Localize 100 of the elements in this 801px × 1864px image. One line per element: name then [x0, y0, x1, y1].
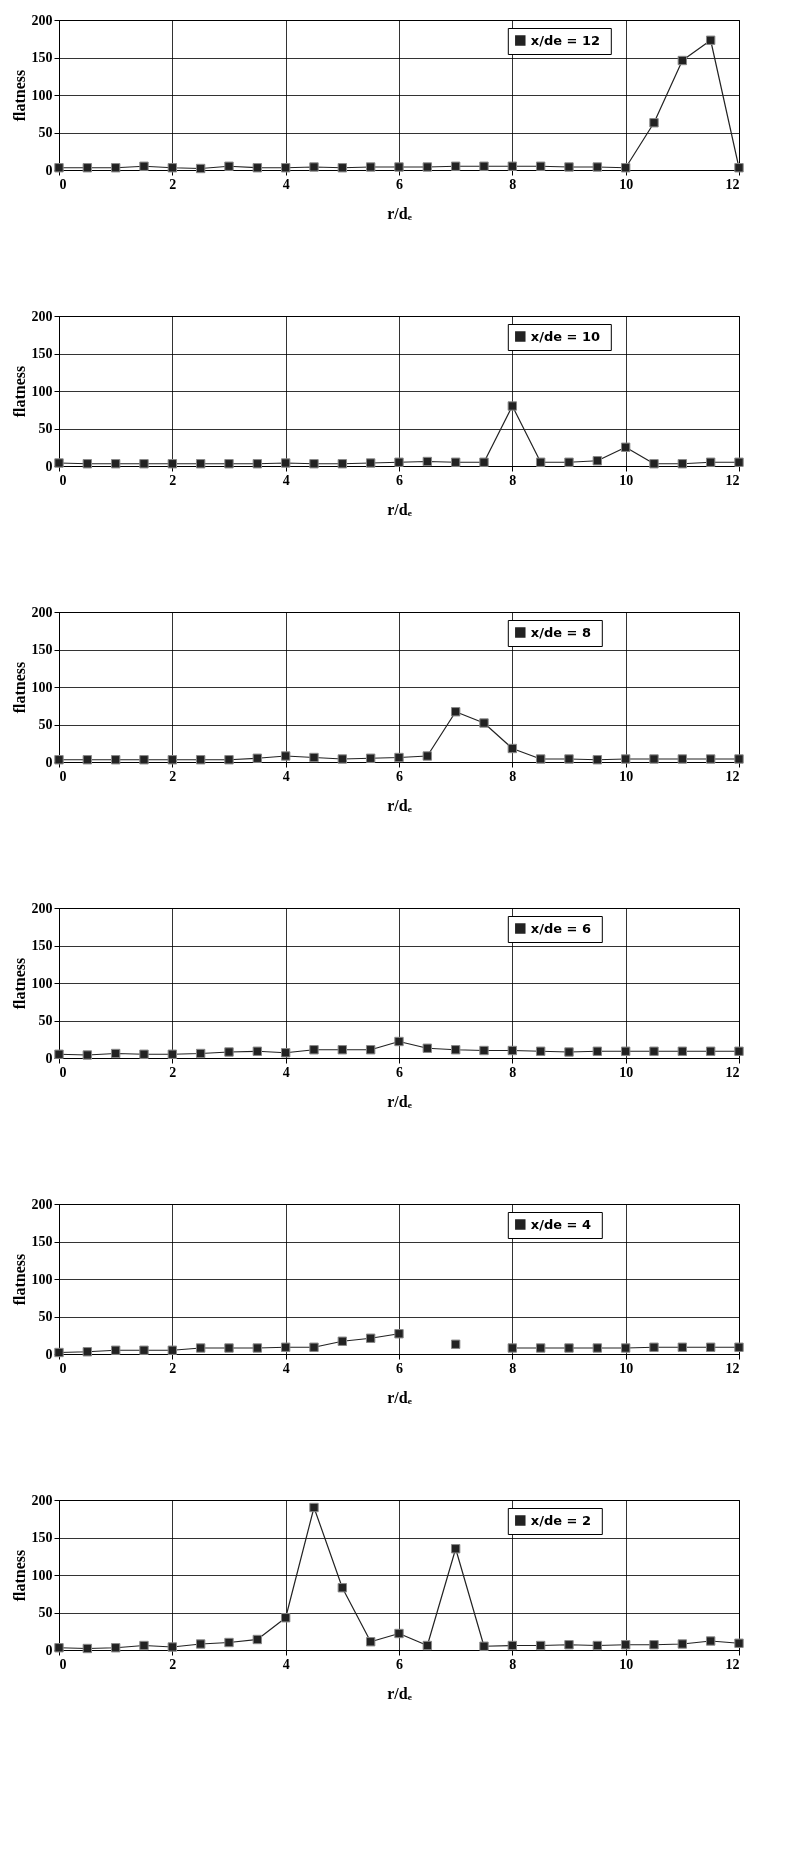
- point: [592, 1640, 603, 1651]
- x-tick-label: 12: [725, 1360, 740, 1376]
- point: [337, 163, 348, 173]
- x-tick-label: 8: [509, 1064, 517, 1080]
- x-axis-title: r/dₑ: [387, 1388, 412, 1406]
- y-tick-label: 50: [38, 125, 53, 140]
- point: [535, 457, 546, 467]
- point: [252, 1634, 263, 1645]
- point: [365, 753, 376, 763]
- point: [507, 161, 518, 171]
- y-tick-label: 100: [31, 1271, 53, 1287]
- point: [82, 1347, 93, 1357]
- y-tick-label: 150: [31, 642, 53, 657]
- y-tick-label: 50: [38, 1013, 53, 1028]
- point: [564, 1047, 574, 1057]
- x-axis-title: r/dₑ: [387, 500, 412, 518]
- point: [479, 1641, 489, 1651]
- x-tick-label: 4: [282, 1360, 290, 1376]
- point: [252, 163, 263, 173]
- point: [620, 1046, 631, 1056]
- y-tick-label: 50: [38, 1309, 53, 1324]
- point: [252, 1343, 263, 1353]
- point: [705, 35, 716, 45]
- point: [564, 1343, 574, 1353]
- x-tick-label: 12: [725, 1064, 740, 1080]
- point: [54, 458, 64, 468]
- y-axis-title: flatness: [10, 1549, 28, 1602]
- x-tick-label: 10: [619, 1656, 634, 1672]
- point: [535, 1046, 546, 1056]
- point: [54, 1347, 64, 1358]
- point: [309, 459, 319, 469]
- point: [365, 162, 376, 172]
- point: [394, 752, 404, 763]
- x-tick-label: 0: [59, 768, 67, 784]
- point: [280, 1048, 291, 1058]
- point: [620, 1640, 631, 1650]
- point: [224, 1343, 234, 1353]
- point: [564, 1640, 574, 1650]
- point: [224, 1047, 234, 1057]
- x-tick-label: 0: [59, 176, 67, 192]
- point: [479, 457, 489, 467]
- point: [309, 752, 319, 763]
- point: [195, 1048, 206, 1059]
- point: [110, 163, 121, 173]
- point: [507, 1640, 518, 1651]
- point: [167, 1642, 178, 1652]
- y-axis-title: flatness: [10, 69, 28, 122]
- point: [139, 161, 149, 171]
- legend-label: x/de = 2: [530, 1512, 592, 1528]
- point: [705, 457, 716, 467]
- point: [139, 459, 149, 469]
- point: [649, 118, 659, 128]
- point: [734, 1342, 744, 1352]
- point: [167, 459, 178, 469]
- point: [167, 1345, 178, 1355]
- x-tick-label: 10: [619, 176, 634, 192]
- point: [365, 1333, 376, 1343]
- point: [82, 459, 93, 469]
- point: [110, 755, 121, 765]
- point: [422, 162, 433, 172]
- point: [450, 1045, 461, 1055]
- x-tick-label: 0: [59, 1656, 67, 1672]
- point: [195, 755, 206, 765]
- legend-label: x/de = 8: [530, 624, 592, 640]
- point: [394, 162, 404, 172]
- point: [195, 163, 206, 174]
- point: [620, 754, 631, 764]
- point: [280, 751, 291, 761]
- point: [422, 751, 433, 761]
- point: [620, 442, 631, 452]
- point: [450, 1339, 461, 1349]
- point: [535, 1640, 546, 1651]
- x-tick-label: 2: [169, 1064, 177, 1080]
- y-tick-label: 200: [31, 900, 53, 916]
- point: [280, 1613, 291, 1623]
- point: [365, 1045, 376, 1055]
- point: [677, 55, 688, 66]
- point: [337, 459, 348, 469]
- point: [309, 162, 319, 172]
- y-axis-title: flatness: [10, 1253, 28, 1306]
- y-tick-label: 50: [38, 421, 53, 436]
- point: [564, 162, 574, 172]
- y-tick-label: 0: [45, 162, 53, 178]
- point: [450, 707, 461, 717]
- point: [705, 1342, 716, 1352]
- x-tick-label: 4: [282, 1656, 290, 1672]
- y-axis-title: flatness: [10, 957, 28, 1010]
- point: [394, 457, 404, 467]
- point: [110, 1345, 121, 1355]
- legend-label: x/de = 4: [530, 1216, 592, 1232]
- point: [110, 459, 121, 469]
- y-tick-label: 200: [31, 12, 53, 28]
- y-axis-title: flatness: [10, 365, 28, 418]
- point: [224, 1637, 234, 1648]
- point: [649, 1342, 659, 1352]
- x-tick-label: 8: [509, 1360, 517, 1376]
- x-tick-label: 12: [725, 1656, 740, 1672]
- x-tick-label: 0: [59, 1360, 67, 1376]
- point: [252, 753, 263, 763]
- legend-label: x/de = 10: [530, 328, 601, 344]
